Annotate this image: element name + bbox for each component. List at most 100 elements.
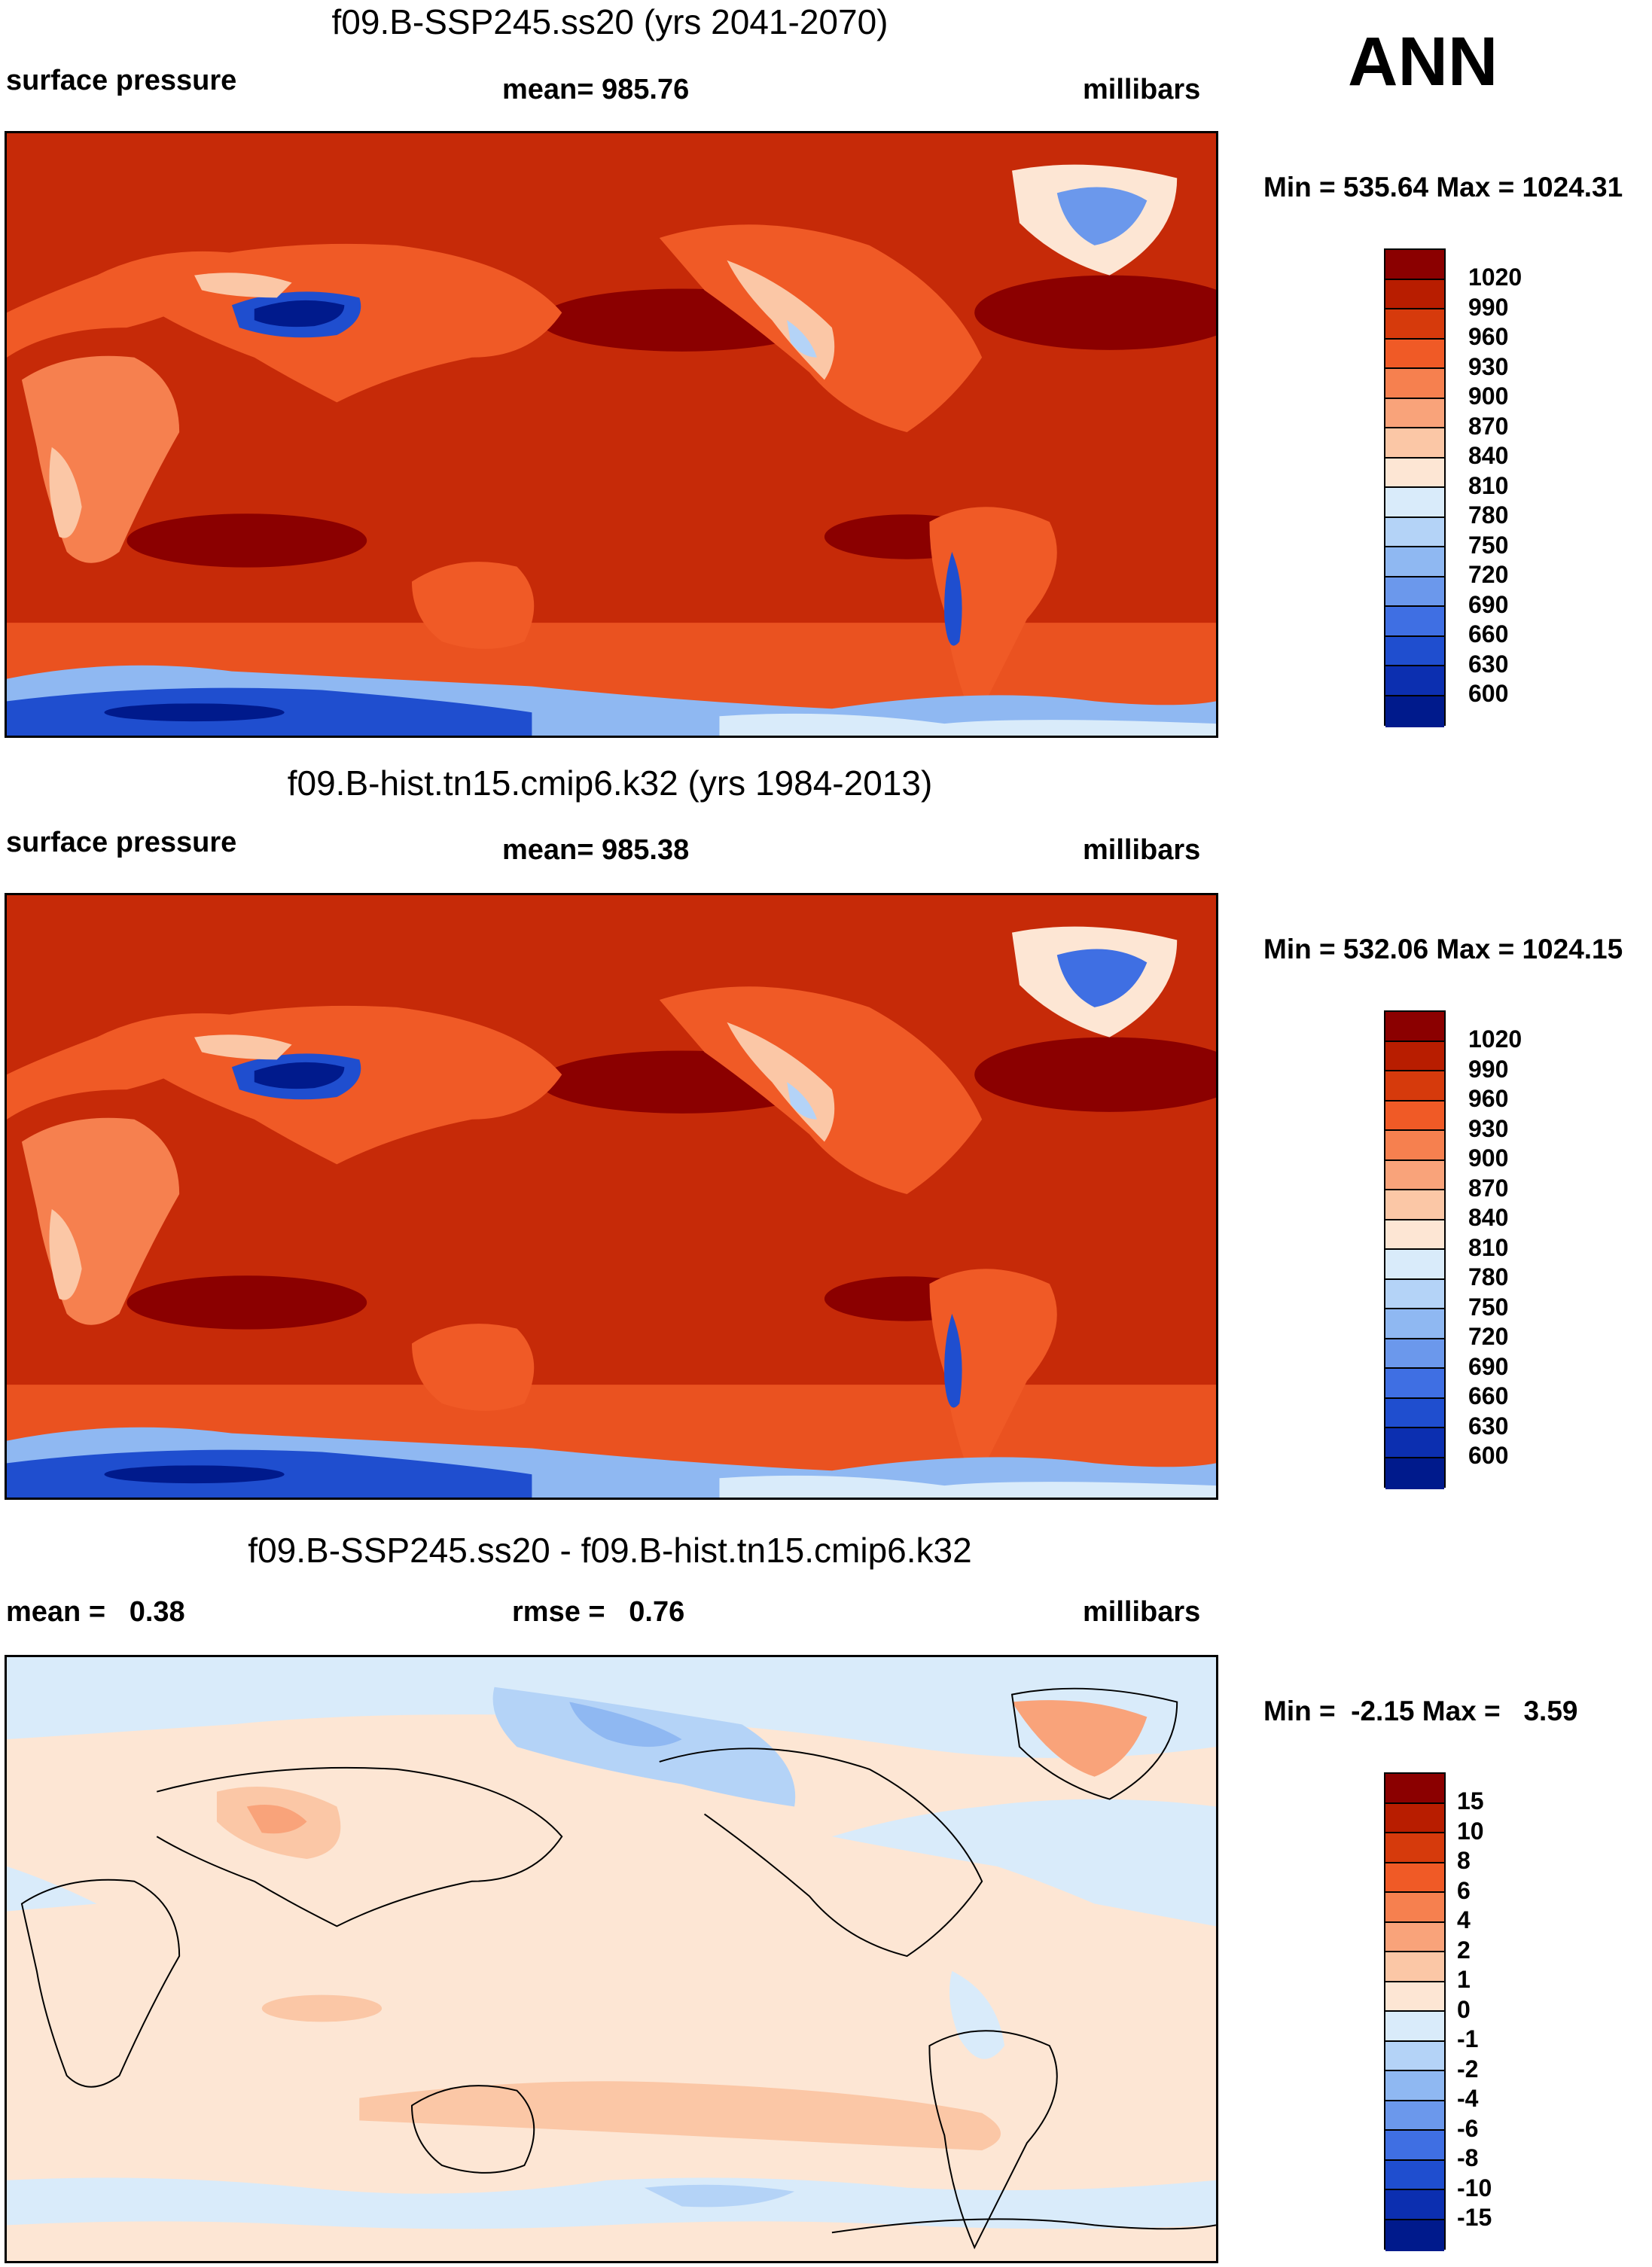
panel-3-colorbar-label: -4	[1457, 2085, 1479, 2112]
panel-2-mean-label: mean= 985.38	[502, 834, 690, 866]
panel-2-colorbar-label: 750	[1468, 1293, 1509, 1321]
panel-3-colorbar-swatch	[1385, 1804, 1444, 1833]
panel-3-colorbar-label: 2	[1457, 1936, 1471, 1964]
panel-3-colorbar-swatch	[1385, 1774, 1444, 1804]
panel-2-colorbar-swatch	[1385, 1161, 1444, 1190]
panel-1-colorbar-label: 720	[1468, 561, 1509, 588]
panel-3-colorbar-label: -6	[1457, 2115, 1479, 2142]
panel-3-colorbar-label: -2	[1457, 2055, 1479, 2083]
panel-1-colorbar-swatch	[1385, 696, 1444, 727]
panel-1-title: f09.B-SSP245.ss20 (yrs 2041-2070)	[331, 2, 888, 41]
panel-1-colorbar-label: 1020	[1468, 264, 1522, 291]
panel-2-colorbar-label: 720	[1468, 1323, 1509, 1350]
panel-2-colorbar-label: 900	[1468, 1144, 1509, 1172]
panel-2-colorbar-swatch	[1385, 1280, 1444, 1309]
panel-2-colorbar-label: 690	[1468, 1353, 1509, 1380]
panel-3-colorbar-swatch	[1385, 1952, 1444, 1982]
panel-3-colorbar-label: -15	[1457, 2204, 1492, 2231]
panel-1-colorbar-swatch	[1385, 309, 1444, 340]
panel-2-colorbar-label: 810	[1468, 1234, 1509, 1261]
panel-1-mean-label: mean= 985.76	[502, 74, 690, 105]
panel-1-colorbar-swatch	[1385, 399, 1444, 428]
panel-1-units-label: millibars	[1083, 74, 1201, 105]
panel-1-colorbar-swatch	[1385, 369, 1444, 399]
panel-1-colorbar-label: 630	[1468, 651, 1509, 678]
panel-3-colorbar-label: -8	[1457, 2144, 1479, 2171]
panel-3-colorbar-swatch	[1385, 2012, 1444, 2042]
panel-3-colorbar-label: 0	[1457, 1996, 1471, 2023]
panel-3-colorbar-swatch	[1385, 2131, 1444, 2161]
panel-1-colorbar-label: 930	[1468, 353, 1509, 380]
panel-2-colorbar-label: 660	[1468, 1382, 1509, 1409]
panel-2-colorbar-swatch	[1385, 1309, 1444, 1339]
panel-1-colorbar-swatch	[1385, 250, 1444, 280]
panel-2-minmax: Min = 532.06 Max = 1024.15	[1263, 934, 1623, 964]
panel-2-colorbar-swatch	[1385, 1399, 1444, 1428]
panel-1-colorbar-label: 780	[1468, 501, 1509, 529]
panel-3-colorbar-swatch	[1385, 1833, 1444, 1863]
panel-1-colorbar-swatch	[1385, 428, 1444, 459]
panel-1-colorbar-label: 750	[1468, 532, 1509, 559]
panel-1-colorbar-swatch	[1385, 547, 1444, 577]
season-label: ANN	[1348, 23, 1498, 100]
panel-2-colorbar-swatch	[1385, 1102, 1444, 1131]
panel-1-colorbar-swatch	[1385, 577, 1444, 607]
panel-2-colorbar-swatch	[1385, 1071, 1444, 1102]
panel-2-colorbar-swatch	[1385, 1458, 1444, 1489]
panel-3-colorbar-label: 4	[1457, 1906, 1471, 1933]
panel-1-colorbar-label: 870	[1468, 413, 1509, 440]
panel-1-colorbar	[1384, 248, 1446, 727]
panel-2-colorbar-swatch	[1385, 1042, 1444, 1071]
panel-1-colorbar-label: 810	[1468, 472, 1509, 499]
panel-1-colorbar-swatch	[1385, 459, 1444, 488]
panel-2-colorbar-swatch	[1385, 1428, 1444, 1458]
panel-3-colorbar-swatch	[1385, 2101, 1444, 2131]
panel-3-colorbar-swatch	[1385, 1893, 1444, 1923]
panel-2-colorbar-swatch	[1385, 1220, 1444, 1250]
panel-3-colorbar-swatch	[1385, 1923, 1444, 1952]
panel-1-colorbar-swatch	[1385, 666, 1444, 696]
panel-3-colorbar-label: 15	[1457, 1787, 1484, 1815]
panel-2-colorbar-swatch	[1385, 1369, 1444, 1399]
panel-1-colorbar-label: 900	[1468, 382, 1509, 410]
panel-2-units-label: millibars	[1083, 834, 1201, 866]
panel-2-colorbar-label: 630	[1468, 1412, 1509, 1440]
panel-3-units-label: millibars	[1083, 1596, 1201, 1628]
panel-3-colorbar-swatch	[1385, 2161, 1444, 2190]
panel-1-map-plot	[7, 133, 1216, 736]
panel-3-colorbar-label: 8	[1457, 1847, 1471, 1874]
panel-2-colorbar-label: 990	[1468, 1056, 1509, 1083]
panel-2-colorbar-label: 930	[1468, 1115, 1509, 1142]
panel-3-rmse-label: rmse = 0.76	[512, 1596, 685, 1628]
panel-2-colorbar-swatch	[1385, 1190, 1444, 1220]
panel-1-colorbar-label: 660	[1468, 620, 1509, 647]
panel-3-map-plot	[7, 1657, 1216, 2261]
panel-3-colorbar-label: 1	[1457, 1966, 1471, 1993]
panel-2-title: f09.B-hist.tn15.cmip6.k32 (yrs 1984-2013…	[287, 763, 933, 803]
panel-2-colorbar-label: 960	[1468, 1085, 1509, 1112]
panel-3-colorbar-label: 10	[1457, 1818, 1484, 1845]
panel-3-colorbar-label: 6	[1457, 1877, 1471, 1904]
panel-2-colorbar-label: 1020	[1468, 1025, 1522, 1053]
panel-2-colorbar-swatch	[1385, 1131, 1444, 1161]
panel-2-map	[5, 893, 1218, 1500]
panel-3-colorbar-swatch	[1385, 2220, 1444, 2251]
panel-1-colorbar-swatch	[1385, 637, 1444, 666]
panel-1-colorbar-label: 960	[1468, 323, 1509, 350]
panel-2-colorbar-swatch	[1385, 1012, 1444, 1042]
panel-1-map	[5, 131, 1218, 738]
panel-2-variable-label: surface pressure	[6, 827, 237, 858]
panel-2-colorbar-label: 840	[1468, 1204, 1509, 1231]
panel-3-title: f09.B-SSP245.ss20 - f09.B-hist.tn15.cmip…	[248, 1531, 972, 1570]
panel-3-mean-label: mean = 0.38	[6, 1596, 185, 1628]
panel-3-map	[5, 1655, 1218, 2263]
panel-1-minmax: Min = 535.64 Max = 1024.31	[1263, 172, 1623, 203]
panel-3-colorbar-label: -10	[1457, 2174, 1492, 2201]
panel-3-colorbar	[1384, 1772, 1446, 2251]
panel-3-minmax: Min = -2.15 Max = 3.59	[1263, 1696, 1578, 1726]
panel-1-colorbar-swatch	[1385, 607, 1444, 637]
panel-3-colorbar-swatch	[1385, 1982, 1444, 2012]
panel-3-colorbar-swatch	[1385, 2042, 1444, 2071]
panel-2-colorbar-label: 870	[1468, 1175, 1509, 1202]
panel-1-colorbar-swatch	[1385, 340, 1444, 369]
